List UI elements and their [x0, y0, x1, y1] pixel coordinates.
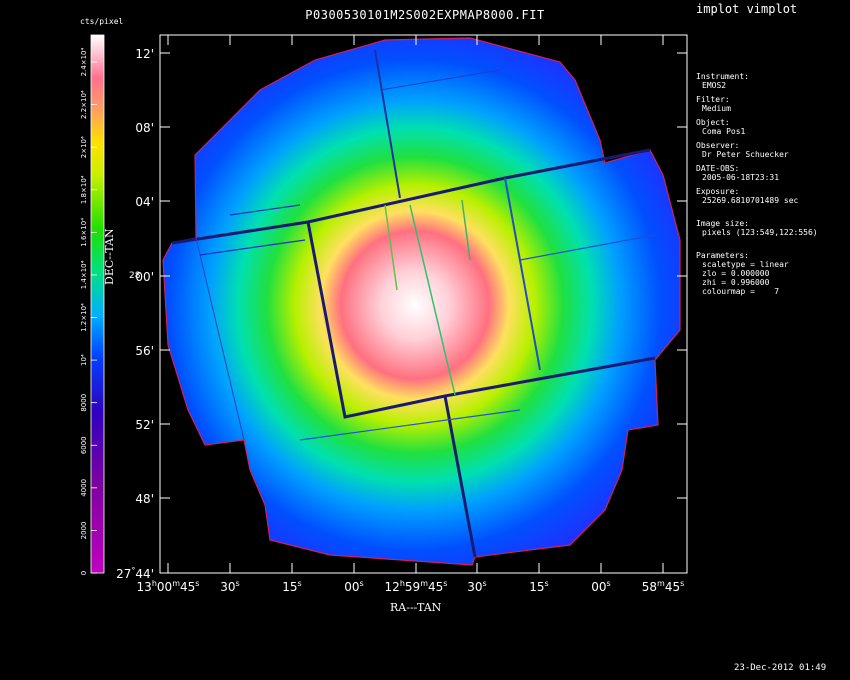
x-tick-label: 13h00m45s [137, 579, 200, 594]
colourmap-value: colourmap = 7 [702, 287, 780, 296]
colorbar-tick-label: 1.8×10⁴ [80, 175, 88, 204]
x-axis-ticks: 13h00m45s 30s 15s 00s 12h59m45s 30s 15s 00s 58m4… [137, 35, 685, 594]
y-tick-label: 48' [135, 492, 154, 506]
y-tick-label: 52' [135, 418, 154, 432]
colorbar-tick-label: 2.2×10⁴ [80, 90, 88, 119]
colorbar-tick-label: 0 [80, 571, 88, 575]
image-size-value: pixels (123:549,122:556) [702, 228, 818, 237]
y-axis-label: DEC--TAN [103, 228, 116, 285]
y-tick-degree-hint: 28 [129, 271, 141, 281]
colorbar-tick-label: 10⁴ [80, 354, 88, 366]
exposure-value: 25269.6810701489 sec [702, 196, 799, 205]
colorbar-tick-label: 4000 [80, 479, 88, 497]
chip-gap [306, 221, 656, 419]
chip-gap [504, 177, 541, 371]
x-axis-label: RA---TAN [390, 601, 442, 614]
chip-gap [171, 148, 651, 245]
x-tick-label: 00s [344, 579, 363, 594]
x-tick-label: 00s [591, 579, 610, 594]
info-panel: Instrument: EMOS2 Filter: Medium Object: Coma… [696, 58, 818, 305]
bad-row [379, 69, 501, 91]
chip-gap [374, 49, 401, 199]
y-tick-label: 56' [135, 344, 154, 358]
bad-column [409, 204, 456, 396]
date-obs-label: DATE-OBS: [696, 164, 740, 173]
bad-row [229, 204, 301, 216]
parameters-label: Parameters: [696, 251, 749, 260]
filter-label: Filter: [696, 95, 730, 104]
x-tick-label: 15s [282, 579, 301, 594]
scaletype-value: scaletype = linear [702, 260, 789, 269]
y-axis-ticks: 27°44' 48' 52' 56' 00'28 04' 08' 12' [116, 47, 687, 581]
y-tick-label: 08' [135, 121, 154, 135]
colorbar [90, 34, 105, 574]
timestamp: 23-Dec-2012 01:49 [734, 663, 827, 673]
app-title: implot vimplot [696, 2, 798, 16]
observer-label: Observer: [696, 141, 740, 150]
colorbar-tick-label: 8000 [80, 394, 88, 412]
observer-value: Dr Peter Schuecker [702, 150, 789, 159]
filter-value: Medium [702, 104, 731, 113]
chart-title: P0300530101M2S002EXPMAP8000.FIT [305, 8, 545, 22]
colorbar-unit: cts/pixel [80, 17, 124, 26]
instrument-value: EMOS2 [702, 81, 727, 90]
date-obs-value: 2005-06-18T23:31 [702, 173, 780, 182]
bad-column [461, 199, 471, 261]
object-label: Object: [696, 118, 730, 127]
x-tick-label: 15s [529, 579, 548, 594]
x-tick-label: 30s [467, 579, 486, 594]
bad-row [299, 409, 521, 441]
zhi-value: zhi = 0.996000 [702, 278, 770, 287]
x-tick-label: 30s [220, 579, 239, 594]
bad-row [519, 234, 656, 261]
colorbar-tick-label: 2000 [80, 522, 88, 540]
y-tick-label: 00' [135, 270, 154, 284]
colorbar-ticks: 0 2000 4000 6000 8000 10⁴ 1.2×10⁴ 1.4×10⁴ 1.6×10… [80, 47, 97, 575]
colorbar-tick-label: 2×10⁴ [80, 136, 88, 158]
bad-column [384, 204, 398, 291]
y-tick-label: 27°44' [116, 566, 154, 581]
colorbar-tick-label: 1.4×10⁴ [80, 260, 88, 289]
detector-footprint [162, 37, 681, 566]
x-tick-label: 12h59m45s [385, 579, 448, 594]
object-value: Coma Pos1 [702, 127, 746, 136]
y-tick-label: 12' [135, 47, 154, 61]
colorbar-tick-label: 1.6×10⁴ [80, 218, 88, 247]
chip-edge [195, 237, 245, 441]
y-tick-label: 04' [135, 195, 154, 209]
bad-row [199, 239, 306, 256]
instrument-label: Instrument: [696, 72, 749, 81]
chip-gap [443, 395, 477, 558]
x-tick-label: 58m45s [642, 579, 685, 594]
image-size-label: Image size: [696, 219, 749, 228]
zlo-value: zlo = 0.000000 [702, 269, 770, 278]
colorbar-tick-label: 2.4×10⁴ [80, 47, 88, 76]
colorbar-tick-label: 1.2×10⁴ [80, 303, 88, 332]
colorbar-tick-label: 6000 [80, 436, 88, 454]
exposure-label: Exposure: [696, 187, 740, 196]
